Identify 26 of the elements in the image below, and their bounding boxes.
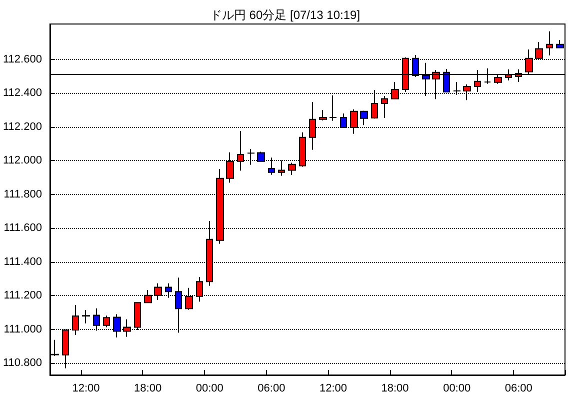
candlestick xyxy=(288,162,296,176)
y-tick-label: 111.600 xyxy=(4,222,42,234)
x-tick-label: 00:00 xyxy=(196,382,224,394)
y-tick-label: 112.000 xyxy=(2,154,42,167)
candlestick xyxy=(319,110,327,121)
candlestick xyxy=(546,30,553,56)
x-tick-label: 18:00 xyxy=(134,382,162,394)
y-tick-label: 111.800 xyxy=(4,188,42,200)
y-tick-label: 110.800 xyxy=(2,357,42,370)
x-tick-label: 12:00 xyxy=(72,382,100,394)
candlestick xyxy=(381,96,388,118)
y-tick-label: 111.000 xyxy=(4,323,42,336)
y-tick-label: 112.200 xyxy=(2,120,42,133)
candlestick xyxy=(103,315,110,328)
y-tick-label: 111.400 xyxy=(4,256,42,268)
y-tick-label: 112.600 xyxy=(2,53,42,66)
candlestick xyxy=(82,310,90,324)
candlestick xyxy=(360,110,368,126)
x-tick-label: 18:00 xyxy=(381,382,409,394)
chart-title: ドル円 60分足 [07/13 10:19] xyxy=(210,8,360,22)
y-tick-label: 112.400 xyxy=(2,87,42,100)
x-tick-label: 12:00 xyxy=(319,382,347,394)
x-tick-label: 06:00 xyxy=(504,382,532,394)
x-tick-label: 00:00 xyxy=(443,382,471,394)
x-tick-label: 06:00 xyxy=(258,382,286,394)
y-tick-label: 111.200 xyxy=(4,290,42,302)
